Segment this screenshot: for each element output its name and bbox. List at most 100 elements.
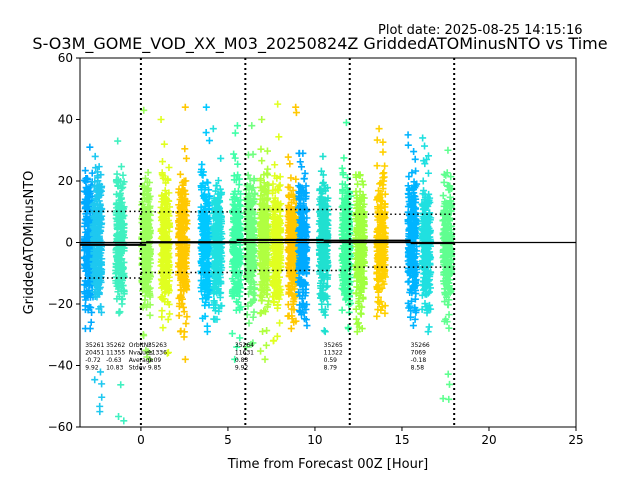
scatter-point	[82, 281, 90, 289]
scatter-point	[96, 368, 104, 376]
scatter-point	[165, 164, 173, 172]
scatter-point	[250, 308, 258, 316]
scatter-point	[115, 217, 123, 225]
scatter-series-14	[315, 152, 332, 336]
scatter-point	[273, 332, 281, 340]
scatter-point	[236, 334, 244, 342]
scatter-point	[113, 248, 121, 256]
scatter-point	[183, 282, 191, 290]
scatter-point	[157, 116, 165, 123]
scatter-series-7	[209, 125, 226, 323]
scatter-point	[203, 245, 211, 253]
scatter-point	[85, 257, 93, 265]
scatter-point	[231, 154, 239, 162]
scatter-point	[144, 251, 152, 259]
scatter-point	[159, 174, 167, 182]
scatter-point	[201, 217, 209, 225]
scatter-point	[271, 161, 279, 169]
scatter-point	[115, 200, 123, 208]
scatter-point	[183, 216, 191, 224]
scatter-point	[375, 125, 383, 133]
scatter-point	[145, 234, 153, 242]
scatter-point	[205, 186, 213, 194]
scatter-point	[157, 269, 165, 277]
scatter-point	[139, 287, 147, 295]
scatter-point	[197, 224, 205, 232]
scatter-point	[139, 303, 147, 311]
scatter-point	[97, 220, 105, 228]
scatter-point	[248, 122, 256, 130]
scatter-point	[146, 259, 154, 267]
scatter-point	[145, 178, 153, 186]
scatter-point	[177, 245, 185, 253]
scatter-point	[165, 189, 173, 197]
scatter-point	[274, 100, 282, 108]
scatter-point	[409, 322, 417, 330]
scatter-point	[258, 157, 266, 165]
scatter-point	[115, 283, 123, 291]
scatter-point	[139, 212, 147, 220]
scatter-point	[82, 267, 90, 275]
scatter-point	[178, 179, 186, 187]
scatter-point	[80, 187, 88, 195]
scatter-point	[299, 149, 307, 157]
scatter-point	[180, 308, 188, 316]
scatter-point	[159, 206, 167, 214]
scatter-point	[205, 205, 213, 213]
scatter-point	[118, 287, 126, 295]
scatter-point	[198, 171, 206, 179]
scatter-point	[182, 154, 190, 162]
scatter-point	[217, 154, 225, 162]
scatter-point	[203, 261, 211, 269]
scatter-point	[160, 245, 168, 253]
scatter-point	[81, 233, 89, 241]
scatter-point	[161, 222, 169, 230]
scatter-point	[181, 259, 189, 267]
scatter-point	[263, 327, 271, 335]
scatter-point	[179, 225, 187, 233]
scatter-point	[379, 148, 387, 156]
scatter-point	[259, 328, 267, 336]
scatter-point	[292, 175, 300, 183]
scatter-point	[141, 174, 149, 182]
scatter-point	[181, 145, 189, 153]
scatter-point	[117, 381, 125, 389]
scatter-point	[87, 318, 95, 326]
scatter-point	[404, 131, 412, 139]
scatter-point	[287, 174, 295, 182]
scatter-point	[161, 201, 169, 209]
scatter-point	[162, 229, 170, 237]
scatter-series-9	[242, 122, 259, 351]
scatter-point	[113, 263, 121, 271]
scatter-point	[96, 402, 104, 410]
scatter-point	[95, 290, 103, 298]
scatter-point	[146, 227, 154, 235]
scatter-point	[115, 253, 123, 261]
scatter-point	[203, 322, 211, 330]
scatter-point	[263, 147, 271, 155]
scatter-point	[234, 160, 242, 168]
scatter-point	[142, 346, 150, 354]
scatter-point	[178, 295, 186, 303]
scatter-point	[203, 212, 211, 220]
scatter-point	[228, 330, 236, 338]
scatter-point	[201, 203, 209, 211]
scatter-point	[146, 293, 154, 301]
scatter-point	[373, 312, 381, 320]
scatter-point	[203, 279, 211, 287]
scatter-point	[181, 187, 189, 195]
scatter-point	[159, 324, 167, 332]
scatter-point	[320, 327, 328, 335]
scatter-point	[80, 260, 88, 268]
scatter-point	[212, 187, 220, 195]
scatter-point	[140, 182, 148, 190]
scatter-point	[114, 137, 122, 145]
scatter-point	[381, 162, 389, 170]
scatter-point	[203, 294, 211, 302]
scatter-point	[231, 129, 239, 137]
scatter-point	[276, 319, 284, 327]
scatter-point	[92, 226, 100, 234]
scatter-point	[159, 216, 167, 224]
scatter-point	[114, 182, 122, 190]
scatter-point	[119, 272, 127, 280]
